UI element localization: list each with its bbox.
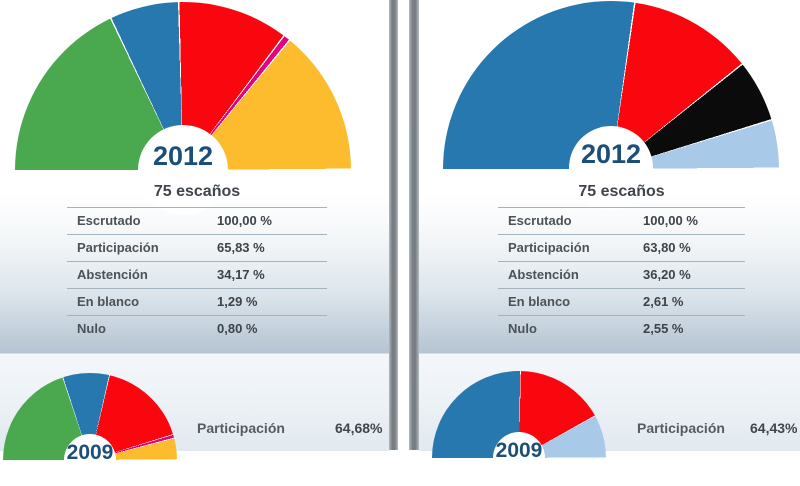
participation-label: Participación — [197, 420, 285, 436]
stat-label: Nulo — [77, 321, 106, 336]
stat-value: 0,80 % — [217, 321, 258, 336]
table-row: Nulo 0,80 % — [67, 315, 327, 342]
participation-value: 64,68% — [335, 420, 383, 436]
stats-table-left: Escrutado 100,00 % Participación 65,83 %… — [67, 207, 327, 342]
table-row: En blanco 1,29 % — [67, 288, 327, 315]
stat-value: 100,00 % — [643, 213, 698, 228]
results-panel-right: 2012 75 escaños Escrutado 100,00 % Parti… — [419, 0, 800, 484]
stat-label: Nulo — [508, 321, 537, 336]
year-label: 2012 — [580, 139, 642, 169]
table-row: Nulo 2,55 % — [498, 315, 745, 342]
stat-value: 2,55 % — [643, 321, 684, 336]
stat-value: 63,80 % — [643, 240, 691, 255]
stat-label: Escrutado — [77, 213, 141, 228]
year-label: 2009 — [66, 441, 114, 464]
stat-value: 65,83 % — [217, 240, 265, 255]
table-row: Abstención 36,20 % — [498, 261, 745, 288]
participation-label: Participación — [637, 420, 725, 436]
panel-border-right — [409, 0, 419, 450]
stat-value: 2,61 % — [643, 294, 684, 309]
year-label: 2012 — [152, 141, 214, 171]
stat-label: En blanco — [508, 294, 571, 309]
stat-label: Escrutado — [508, 213, 572, 228]
stat-label: Participación — [77, 240, 159, 255]
stat-value: 100,00 % — [217, 213, 272, 228]
year-label: 2009 — [495, 439, 543, 462]
table-row: Participación 65,83 % — [67, 234, 327, 261]
table-row: Abstención 34,17 % — [67, 261, 327, 288]
stat-label: En blanco — [77, 294, 140, 309]
donut-center-year-prev-right: 2009 — [493, 432, 545, 484]
stat-label: Abstención — [508, 267, 579, 282]
stats-table-right: Escrutado 100,00 % Participación 63,80 %… — [498, 207, 745, 342]
table-row: Participación 63,80 % — [498, 234, 745, 261]
donut-center-year-left: 2012 — [138, 125, 228, 215]
table-row: Escrutado 100,00 % — [498, 207, 745, 234]
seats-total-label: 75 escaños — [578, 183, 665, 200]
stat-label: Abstención — [77, 267, 148, 282]
table-row: Escrutado 100,00 % — [67, 207, 327, 234]
stat-label: Participación — [508, 240, 590, 255]
participation-value: 64,43% — [750, 420, 798, 436]
seats-total-label: 75 escaños — [153, 183, 241, 200]
stat-value: 1,29 % — [217, 294, 258, 309]
table-row: En blanco 2,61 % — [498, 288, 745, 315]
results-panel-left: 2012 75 escaños Escrutado 100,00 % Parti… — [0, 0, 390, 486]
donut-center-year-prev-left: 2009 — [64, 434, 116, 486]
panel-border-left — [389, 0, 398, 450]
stat-value: 36,20 % — [643, 267, 691, 282]
stat-value: 34,17 % — [217, 267, 265, 282]
donut-center-year-right: 2012 — [569, 126, 653, 210]
